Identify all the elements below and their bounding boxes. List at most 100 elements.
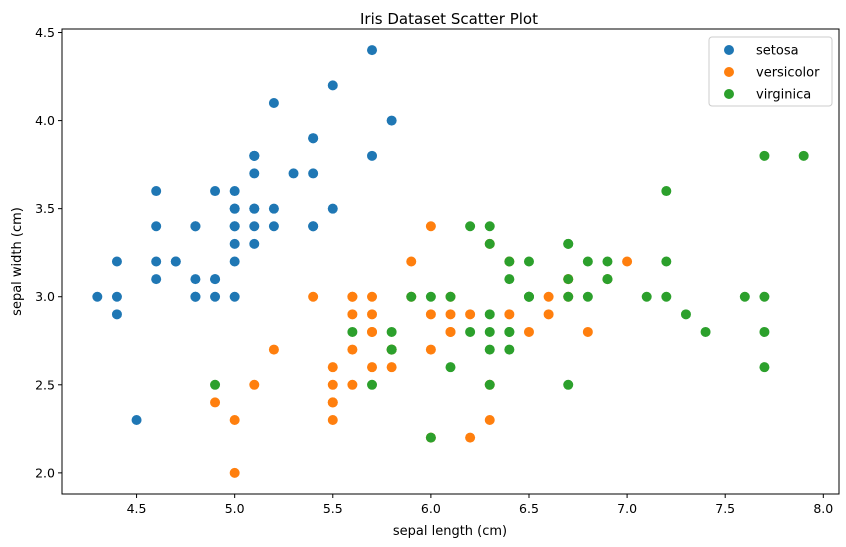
point-setosa <box>131 415 142 426</box>
legend-item-setosa: setosa <box>724 44 799 59</box>
point-virginica <box>445 362 456 373</box>
point-virginica <box>739 291 750 302</box>
point-virginica <box>759 291 770 302</box>
point-versicolor <box>425 221 436 232</box>
point-setosa <box>288 168 299 179</box>
point-versicolor <box>425 344 436 355</box>
y-axis-label: sepal width (cm) <box>10 207 25 316</box>
point-setosa <box>151 186 162 197</box>
point-virginica <box>523 256 534 267</box>
x-tick-label: 6.5 <box>519 501 539 516</box>
point-virginica <box>465 326 476 337</box>
legend-label: versicolor <box>756 66 820 81</box>
point-setosa <box>111 256 122 267</box>
legend-label: setosa <box>756 44 799 59</box>
y-tick-label: 3.0 <box>35 289 55 304</box>
point-setosa <box>229 291 240 302</box>
point-versicolor <box>249 379 260 390</box>
point-versicolor <box>327 379 338 390</box>
point-setosa <box>249 221 260 232</box>
x-axis-label: sepal length (cm) <box>393 524 507 539</box>
legend-item-virginica: virginica <box>724 88 811 103</box>
point-virginica <box>406 291 417 302</box>
point-virginica <box>386 326 397 337</box>
point-virginica <box>504 256 515 267</box>
point-versicolor <box>367 309 378 320</box>
legend-item-versicolor: versicolor <box>724 66 820 81</box>
point-virginica <box>680 309 691 320</box>
point-setosa <box>249 168 260 179</box>
point-virginica <box>759 326 770 337</box>
point-setosa <box>249 238 260 249</box>
point-setosa <box>210 186 221 197</box>
point-virginica <box>210 379 221 390</box>
point-virginica <box>641 291 652 302</box>
x-tick-label: 8.0 <box>813 501 833 516</box>
plot-area <box>61 28 840 495</box>
y-tick-label: 4.5 <box>35 25 55 40</box>
point-versicolor <box>308 291 319 302</box>
data-points <box>92 45 809 478</box>
point-versicolor <box>347 309 358 320</box>
point-versicolor <box>229 415 240 426</box>
point-versicolor <box>543 309 554 320</box>
point-setosa <box>249 203 260 214</box>
point-virginica <box>563 238 574 249</box>
point-versicolor <box>406 256 417 267</box>
point-versicolor <box>210 397 221 408</box>
y-tick-label: 2.5 <box>35 377 55 392</box>
point-versicolor <box>484 415 495 426</box>
point-setosa <box>210 291 221 302</box>
legend-box <box>708 36 833 107</box>
legend: setosa versicolor virginica <box>708 36 833 107</box>
point-setosa <box>111 309 122 320</box>
point-versicolor <box>386 362 397 373</box>
point-versicolor <box>465 432 476 443</box>
point-setosa <box>268 97 279 108</box>
point-setosa <box>386 115 397 126</box>
point-virginica <box>661 291 672 302</box>
point-setosa <box>327 203 338 214</box>
point-virginica <box>700 326 711 337</box>
point-setosa <box>367 45 378 56</box>
point-setosa <box>190 221 201 232</box>
point-setosa <box>229 238 240 249</box>
series-versicolor <box>210 221 633 478</box>
point-virginica <box>661 186 672 197</box>
point-virginica <box>563 291 574 302</box>
y-tick-label: 4.0 <box>35 113 55 128</box>
point-virginica <box>504 274 515 285</box>
point-virginica <box>582 256 593 267</box>
point-virginica <box>425 432 436 443</box>
point-versicolor <box>347 344 358 355</box>
point-versicolor <box>347 291 358 302</box>
point-versicolor <box>327 415 338 426</box>
point-setosa <box>229 186 240 197</box>
point-virginica <box>386 344 397 355</box>
point-setosa <box>308 221 319 232</box>
point-setosa <box>229 221 240 232</box>
legend-marker <box>724 89 734 99</box>
legend-marker <box>724 67 734 77</box>
point-virginica <box>425 291 436 302</box>
point-virginica <box>602 256 613 267</box>
legend-label: virginica <box>756 88 811 103</box>
point-virginica <box>484 344 495 355</box>
point-setosa <box>92 291 103 302</box>
y-tick-label: 2.0 <box>35 465 55 480</box>
legend-marker <box>724 45 734 55</box>
point-versicolor <box>367 291 378 302</box>
point-versicolor <box>327 397 338 408</box>
point-versicolor <box>504 309 515 320</box>
point-setosa <box>308 133 319 144</box>
point-setosa <box>210 274 221 285</box>
point-virginica <box>484 309 495 320</box>
point-setosa <box>229 256 240 267</box>
point-virginica <box>563 379 574 390</box>
chart-title: Iris Dataset Scatter Plot <box>360 10 538 28</box>
point-virginica <box>798 150 809 161</box>
x-tick-label: 7.0 <box>617 501 637 516</box>
y-tick-label: 3.5 <box>35 201 55 216</box>
point-setosa <box>268 221 279 232</box>
point-setosa <box>327 80 338 91</box>
